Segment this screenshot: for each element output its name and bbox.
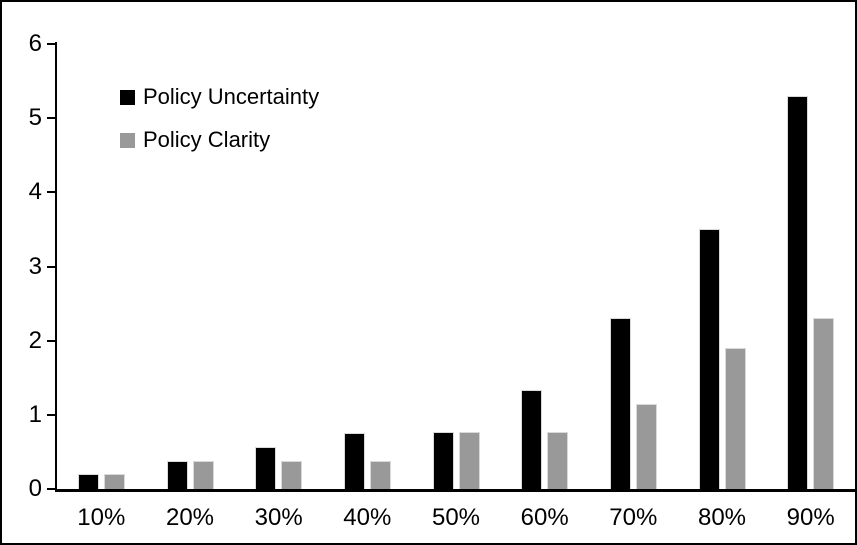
policy-uncertainty-swatch-icon — [120, 89, 135, 105]
policy-clarity-swatch-icon — [120, 132, 135, 148]
x-axis-tick-label: 60% — [520, 504, 569, 531]
legend-label-policy-uncertainty: Policy Uncertainty — [143, 84, 320, 109]
legend-item-policy-clarity: Policy Clarity — [120, 129, 319, 151]
bar-policy-uncertainty — [77, 474, 99, 489]
bar-policy-uncertainty — [166, 461, 188, 489]
bar-policy-clarity — [813, 318, 835, 489]
x-axis-tick-label: 90% — [786, 504, 835, 531]
y-axis-tick — [47, 488, 55, 490]
x-axis-tick-label: 80% — [697, 504, 747, 531]
bar-policy-uncertainty — [698, 229, 720, 489]
y-axis-tick-label: 5 — [28, 104, 42, 132]
legend-item-policy-uncertainty: Policy Uncertainty — [120, 86, 319, 108]
bar-policy-clarity — [547, 432, 569, 489]
y-axis-tick — [47, 117, 55, 120]
bar-policy-clarity — [103, 474, 125, 489]
x-axis-tick-label: 50% — [431, 504, 481, 531]
x-axis-tick-label: 70% — [609, 504, 658, 531]
bar-policy-clarity — [635, 404, 657, 489]
x-axis-tick-label: 20% — [165, 504, 215, 531]
bar-policy-uncertainty — [343, 433, 365, 489]
bar-policy-uncertainty — [432, 432, 454, 489]
bar-policy-clarity — [724, 348, 746, 489]
x-axis-line — [55, 489, 855, 492]
bar-policy-clarity — [369, 461, 391, 489]
x-axis-tick-label: 40% — [343, 504, 392, 531]
y-axis-tick — [47, 43, 55, 45]
y-axis-tick — [47, 265, 55, 268]
y-axis-tick-label: 6 — [28, 30, 42, 57]
bar-policy-clarity — [281, 461, 303, 489]
bar-policy-clarity — [458, 432, 480, 489]
y-axis-tick — [47, 413, 55, 416]
y-axis-tick — [47, 191, 55, 194]
y-axis-tick-label: 2 — [28, 326, 42, 354]
bar-policy-uncertainty — [787, 96, 809, 489]
bar-policy-uncertainty — [521, 390, 543, 489]
legend-label-policy-clarity: Policy Clarity — [143, 127, 271, 152]
x-axis-tick-label: 10% — [77, 504, 126, 531]
y-axis-tick-label: 4 — [28, 178, 42, 206]
legend: Policy Uncertainty Policy Clarity — [120, 86, 319, 151]
y-axis-tick — [47, 339, 55, 342]
y-axis-tick-label: 0 — [28, 475, 42, 502]
y-axis-tick-label: 1 — [28, 400, 42, 428]
y-axis-line — [55, 42, 57, 492]
bar-policy-clarity — [192, 461, 214, 489]
y-axis-tick-label: 3 — [28, 252, 42, 280]
bar-policy-uncertainty — [609, 318, 631, 489]
x-axis-tick-label: 30% — [254, 504, 303, 531]
bar-policy-uncertainty — [255, 447, 277, 489]
